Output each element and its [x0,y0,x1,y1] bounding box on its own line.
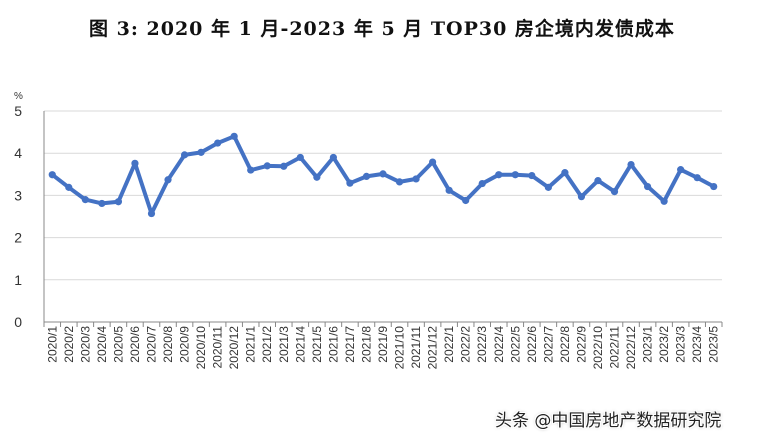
data-point-marker [677,166,685,174]
y-axis: 0 1 2 3 4 5% [14,91,45,330]
x-tick-label: 2023/5 [707,326,721,363]
x-axis: 2020/1 2020/2 2020/3 2020/4 2020/5 2020/6 2020… [43,321,723,370]
watermark: 头条 @中国房地产数据研究院 [495,411,722,431]
data-point-marker [230,132,238,140]
x-tick-label: 2022/3 [475,326,489,363]
data-point-marker [48,171,56,179]
x-tick-label: 2021/7 [343,326,357,363]
x-tick-label: 2020/9 [178,326,192,363]
x-tick-label: 2020/2 [62,326,76,363]
data-point-marker [429,158,437,166]
x-tick-label: 2022/10 [591,326,605,370]
y-tick-label: 5 [14,103,22,119]
chart-title: 图 3: 2020 年 1 月-2023 年 5 月 TOP30 房企境内发债成… [89,18,675,40]
x-tick-label: 2023/4 [690,326,704,363]
data-point-marker [65,183,73,191]
data-point-marker [412,175,420,183]
x-tick-label: 2021/2 [260,326,274,363]
data-point-marker [313,173,321,181]
x-tick-label: 2020/8 [161,326,175,363]
data-point-marker [180,151,189,159]
x-tick-label: 2020/10 [194,326,208,370]
x-tick-label: 2022/1 [442,326,456,363]
x-tick-label: 2021/3 [277,326,291,363]
x-tick-label: 2022/5 [508,326,522,363]
x-tick-label: 2023/2 [657,326,671,363]
x-tick-label: 2023/1 [641,326,655,363]
data-point-marker [346,179,354,187]
data-point-marker [114,198,123,206]
data-point-marker [643,182,652,191]
x-tick-label: 2020/11 [211,326,225,369]
data-point-marker [561,169,569,177]
x-tick-label: 2022/7 [541,326,555,363]
data-point-marker [98,199,106,208]
data-point-marker [296,153,304,162]
data-point-marker [329,153,337,162]
x-tick-label: 2022/11 [608,326,622,369]
x-tick-label: 2021/10 [393,326,407,370]
data-point-marker [395,178,404,186]
data-point-marker [197,148,205,156]
x-tick-label: 2020/1 [45,326,59,363]
data-point-marker [164,176,172,184]
x-tick-label: 2023/3 [674,326,688,363]
data-point-marker [81,196,89,204]
data-point-marker [462,196,470,205]
data-point-marker [594,177,602,185]
x-tick-label: 2020/4 [95,326,109,363]
data-point-marker [478,179,486,188]
data-point-marker [528,171,536,180]
y-tick-label: 0 [14,314,22,330]
data-point-marker [263,162,271,170]
x-tick-label: 2021/8 [359,326,373,363]
data-point-marker [214,139,222,147]
y-tick-label: 3 [14,187,22,203]
x-tick-label: 2020/6 [128,326,142,363]
data-point-marker [627,160,635,169]
x-tick-label: 2022/8 [558,326,572,363]
x-tick-label: 2022/12 [624,326,638,370]
gridlines [44,110,722,281]
data-point-marker [660,197,668,205]
x-tick-label: 2020/5 [111,326,125,363]
x-tick-label: 2021/5 [310,326,324,363]
data-series [48,132,718,218]
data-point-marker [131,159,139,167]
data-point-marker [693,174,701,182]
data-point-marker [445,186,453,194]
x-tick-label: 2020/7 [144,326,158,363]
data-point-marker [147,209,156,218]
data-point-marker [379,170,387,178]
x-tick-label: 2022/4 [492,326,506,363]
data-point-marker [280,162,288,170]
x-tick-label: 2022/2 [459,326,473,363]
x-tick-label: 2020/3 [78,326,92,363]
x-tick-label: 2021/12 [426,326,440,370]
y-tick-label: 2 [14,230,22,246]
x-tick-label: 2021/9 [376,326,390,363]
x-tick-label: 2022/6 [525,326,539,363]
y-tick-label: 1 [14,272,22,288]
data-point-marker [362,172,371,181]
x-tick-label: 2021/1 [244,326,258,363]
x-tick-label: 2021/11 [409,326,423,369]
data-point-marker [544,183,552,191]
y-tick-label: 4 [14,145,22,161]
data-point-marker [247,166,255,174]
data-point-marker [710,182,718,191]
data-point-marker [577,193,586,201]
data-point-marker [511,171,519,179]
data-point-marker [495,171,503,179]
y-axis-unit: % [14,91,23,102]
x-tick-label: 2021/4 [293,326,307,363]
data-point-marker [610,188,619,196]
x-tick-label: 2021/6 [326,326,340,363]
x-tick-label: 2022/9 [574,326,588,363]
x-tick-label: 2020/12 [227,326,241,370]
